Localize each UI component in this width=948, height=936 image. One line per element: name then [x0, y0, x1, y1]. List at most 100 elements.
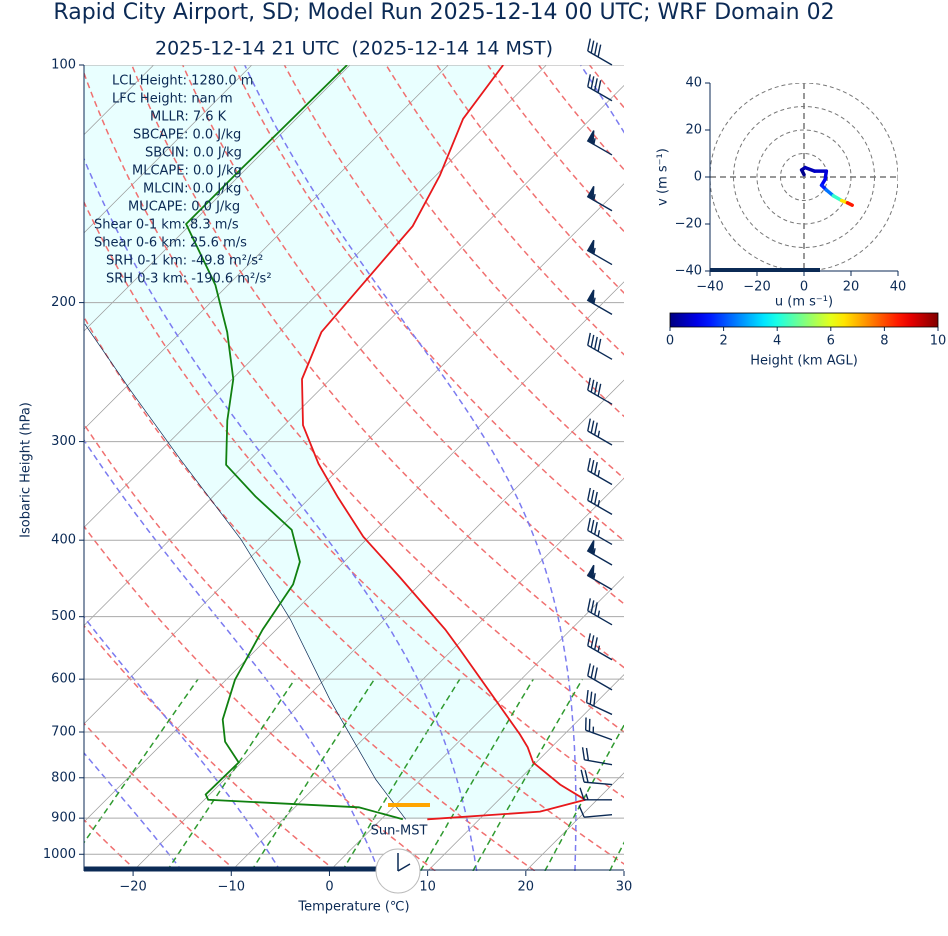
stat-line: LFC Height: nan m [112, 92, 233, 107]
dry-adiabat [691, 65, 948, 871]
colorbar-tick-label: 10 [930, 334, 947, 349]
mixing-ratio [84, 678, 199, 844]
isotherm [525, 772, 624, 871]
isotherm [84, 65, 253, 234]
isotherm [84, 65, 547, 528]
y-tick-label: 700 [51, 725, 76, 740]
y-tick-label: 40 [685, 76, 702, 91]
wind-barb [585, 689, 613, 716]
y-tick-label: 800 [51, 770, 76, 785]
dry-adiabat [84, 722, 237, 871]
hodograph-segment [845, 201, 854, 207]
wind-barb [587, 74, 613, 102]
x-tick-label: −10 [218, 880, 245, 895]
wind-barb [587, 487, 613, 515]
chart-subtitle: 2025-12-14 21 UTC (2025-12-14 14 MST) [155, 38, 553, 60]
colorbar-tick-label: 0 [666, 334, 674, 349]
dry-adiabat [84, 200, 624, 799]
dewpoint-line [185, 65, 404, 821]
y-tick-label: 0 [694, 170, 702, 185]
wind-barb [584, 717, 613, 741]
dry-adiabat [538, 65, 624, 171]
wind-barb [587, 517, 613, 546]
wind-barb [587, 633, 613, 661]
moist-adiabat [84, 157, 478, 871]
time-zone-label: Sun-MST [371, 824, 428, 839]
y-tick-label: 400 [51, 533, 76, 548]
mixing-ratio [657, 679, 754, 871]
x-tick-label: 40 [890, 280, 907, 295]
hodograph-overlay: −40 −20 0 20 40 −40 −20 0 20 40 0 2 4 6 8 10 [666, 76, 946, 349]
skewt-overlay: 100 200 300 400 500 600 700 800 900 1000 −20 −10 0 10… [43, 38, 633, 895]
stat-line: SRH 0-3 km: -190.6 m²/s² [106, 272, 272, 287]
dry-adiabat [84, 315, 624, 865]
cin-shading [84, 65, 586, 820]
y-tick-label: −40 [675, 264, 702, 279]
y-tick-label: 200 [51, 295, 76, 310]
isotherm [84, 65, 449, 430]
hodo-x-label: u (m s⁻¹) [775, 295, 833, 310]
wind-barb [587, 38, 613, 66]
x-tick-label: −20 [743, 280, 770, 295]
isotherm [722, 65, 948, 871]
y-tick-label: 100 [51, 58, 76, 73]
wind-barb [587, 598, 613, 626]
wind-barb [586, 289, 613, 315]
x-tick-label: 0 [325, 880, 333, 895]
parcel-profile [84, 324, 406, 820]
mixing-ratio [472, 678, 584, 871]
stat-line: MLCAPE: 0.0 J/kg [132, 164, 242, 179]
colorbar-tick-label: 6 [827, 334, 835, 349]
colorbar [669, 312, 939, 328]
wind-barb [587, 418, 613, 446]
x-tick-label: 30 [616, 880, 633, 895]
clock-icon [375, 848, 421, 894]
moist-adiabat [579, 65, 624, 134]
mixing-ratio [166, 678, 296, 871]
dry-adiabat [588, 65, 624, 109]
moist-adiabat [84, 869, 85, 871]
y-tick-label: 500 [51, 609, 76, 624]
dry-adiabat [283, 65, 624, 480]
mixing-ratio [544, 723, 624, 871]
colorbar-tick-label: 4 [773, 334, 781, 349]
wind-barb [580, 769, 613, 786]
x-tick-label: 10 [419, 880, 436, 895]
y-tick-label: −20 [675, 217, 702, 232]
wind-barb [587, 457, 613, 486]
chart-title: Rapid City Airport, SD; Model Run 2025-1… [53, 0, 834, 25]
moist-adiabat [84, 751, 183, 871]
dry-adiabat [131, 65, 624, 669]
stat-line: MUCAPE: 0.0 J/kg [128, 200, 240, 215]
wind-barb [586, 540, 613, 566]
colorbar-tick-label: 2 [719, 334, 727, 349]
x-tick-label: 20 [518, 880, 535, 895]
y-tick-label: 1000 [43, 847, 76, 862]
dry-adiabat [84, 71, 624, 733]
isotherm [623, 870, 624, 871]
y-tick-label: 900 [51, 811, 76, 826]
wind-barb [587, 377, 613, 405]
isotherm [84, 85, 624, 627]
y-tick-label: 600 [51, 672, 76, 687]
isotherm [329, 575, 624, 871]
wind-barb [587, 332, 613, 360]
dry-adiabat [742, 65, 948, 871]
stat-line: MLLR: 7.6 K [150, 110, 227, 125]
x-tick-label: −20 [119, 880, 146, 895]
x-tick-label: 20 [843, 280, 860, 295]
dry-adiabat [84, 525, 436, 871]
wind-barb [578, 805, 613, 818]
hodo-y-label: v (m s⁻¹) [656, 148, 671, 206]
stat-line: SBCIN: 0.0 J/kg [145, 146, 242, 161]
temperature-line [301, 65, 588, 821]
dry-adiabat [487, 65, 624, 233]
x-axis-label: Temperature (℃) [297, 900, 409, 915]
hodograph-plot [710, 83, 898, 271]
stat-line: SRH 0-1 km: -49.8 m²/s² [106, 254, 263, 269]
wind-barb [587, 663, 613, 691]
colorbar-label: Height (km AGL) [750, 354, 858, 369]
y-tick-label: 300 [51, 434, 76, 449]
wind-barb [586, 564, 613, 591]
